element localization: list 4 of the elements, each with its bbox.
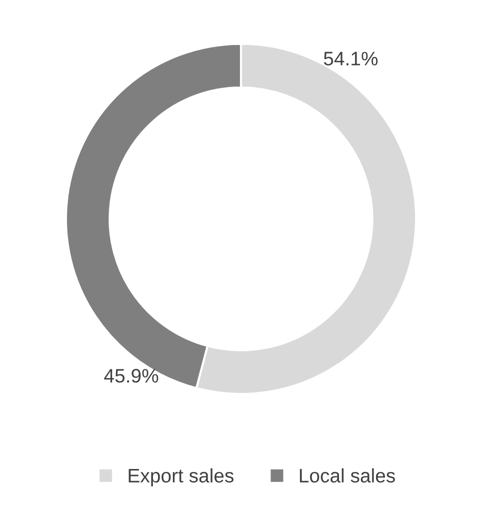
legend-label: Local sales — [300, 468, 395, 483]
legend-label: Export sales — [128, 468, 234, 486]
data-label: 45.9% — [104, 368, 158, 383]
data-label: 54.1% — [324, 52, 378, 66]
